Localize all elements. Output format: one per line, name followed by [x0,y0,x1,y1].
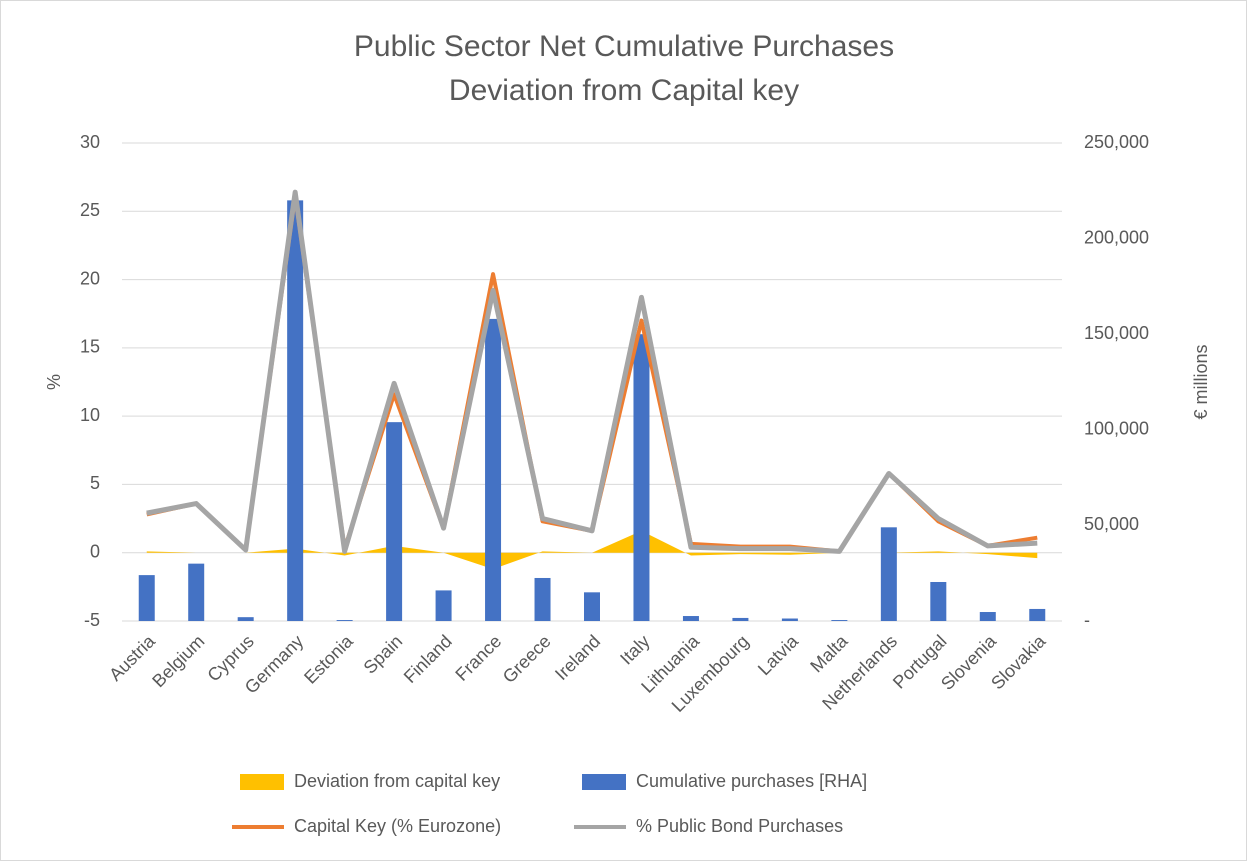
y2-tick-label: 150,000 [1084,323,1149,343]
legend-label: % Public Bond Purchases [636,816,843,836]
line [146,189,1038,554]
bar [485,318,502,621]
bar [979,612,996,621]
bar [237,617,254,621]
bar [386,422,403,621]
legend-swatch [240,774,284,790]
legend-swatch [582,774,626,790]
bar [336,620,353,621]
y2-tick-label: - [1084,610,1090,630]
bar [781,618,798,621]
bar [633,334,650,621]
bar [880,527,897,621]
bar [435,590,452,621]
bar [534,577,551,621]
bar [1029,608,1046,621]
legend-label: Capital Key (% Eurozone) [294,816,501,836]
bar [930,581,947,621]
y-tick-label: -5 [84,610,100,630]
y-tick-label: 0 [90,541,100,561]
chart-title: Public Sector Net Cumulative Purchases [354,30,894,63]
bar [682,616,699,621]
y-tick-label: 30 [80,132,100,152]
y-axis-label: % [44,374,64,390]
legend-label: Deviation from capital key [294,771,500,791]
y-tick-label: 25 [80,200,100,220]
y-tick-label: 15 [80,337,100,357]
chart-subtitle: Deviation from Capital key [449,74,799,107]
bar [831,620,848,621]
legend-label: Cumulative purchases [RHA] [636,771,867,791]
y-tick-label: 10 [80,405,100,425]
y2-axis-label: € millions [1191,344,1211,419]
y2-tick-label: 200,000 [1084,227,1149,247]
y2-tick-label: 250,000 [1084,132,1149,152]
bar [138,575,155,621]
bar [188,563,205,621]
bar [732,617,749,621]
bar [287,200,304,622]
y2-tick-label: 100,000 [1084,419,1149,439]
y2-tick-label: 50,000 [1084,514,1139,534]
bar [584,592,600,621]
y-tick-label: 20 [80,268,100,288]
y-tick-label: 5 [90,473,100,493]
